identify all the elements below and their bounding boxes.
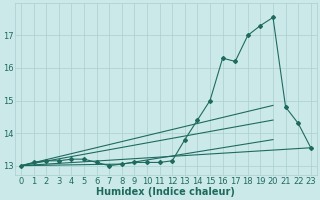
X-axis label: Humidex (Indice chaleur): Humidex (Indice chaleur) bbox=[97, 187, 236, 197]
